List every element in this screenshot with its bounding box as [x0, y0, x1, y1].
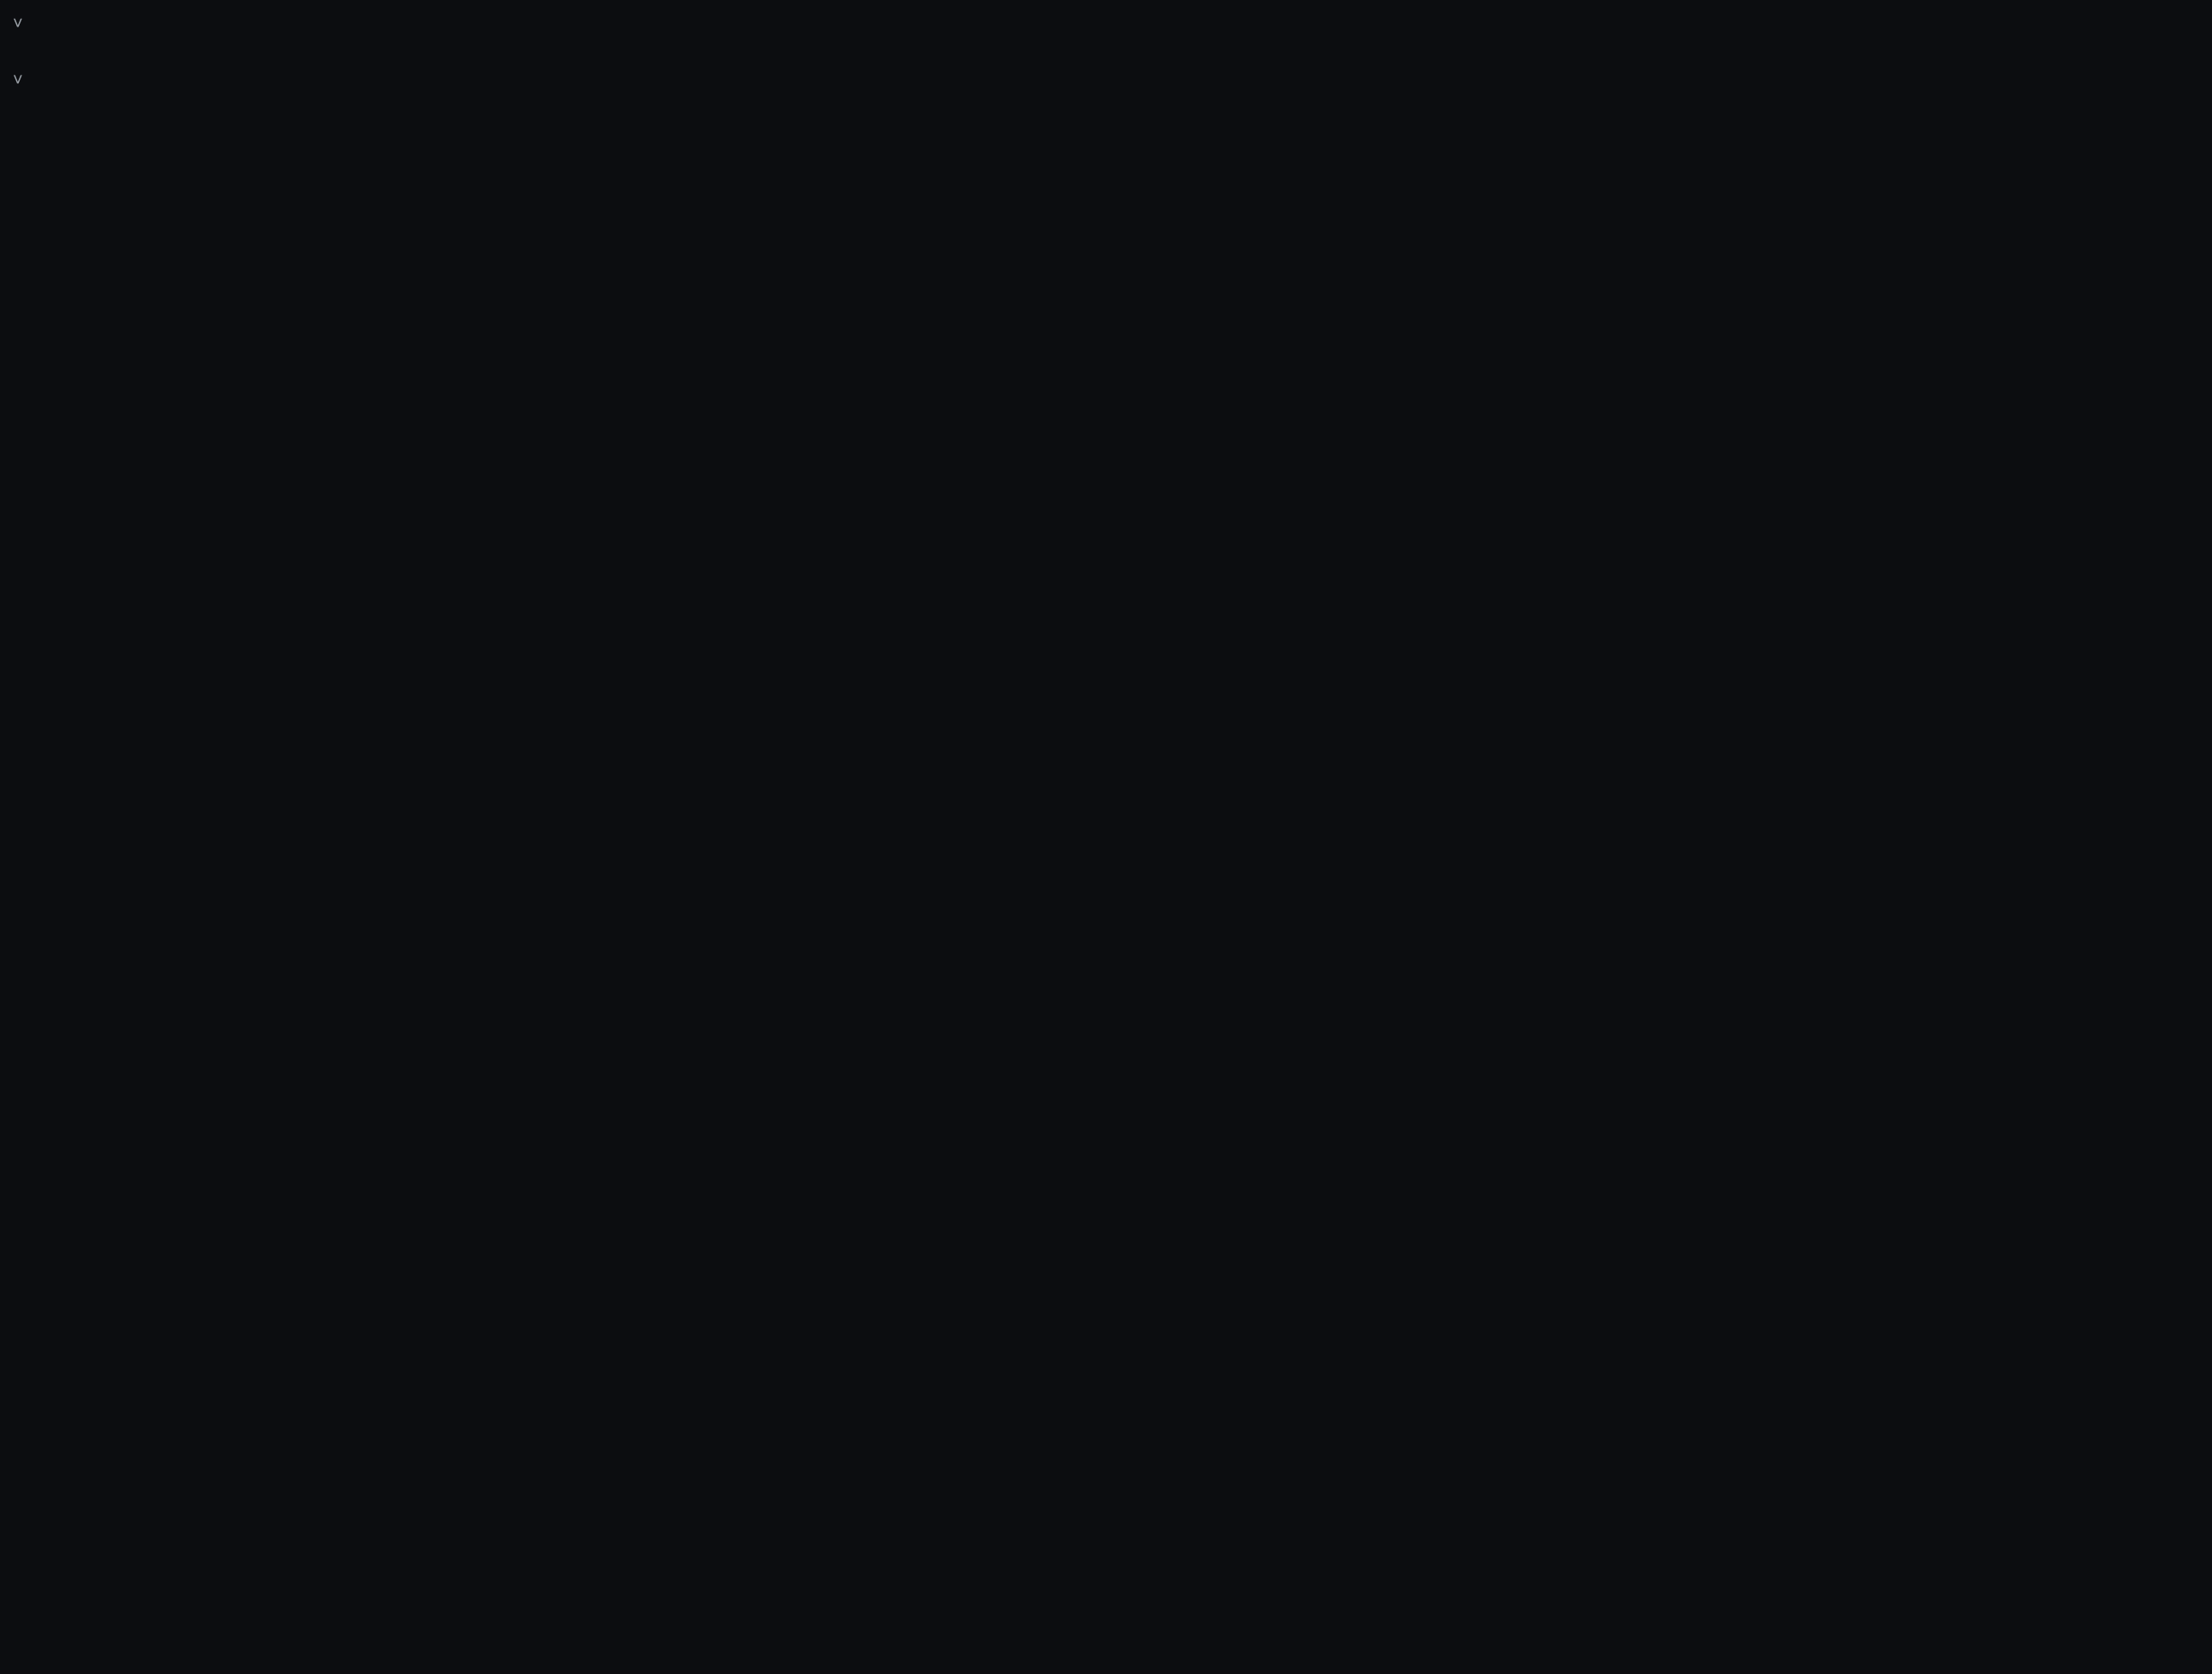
- dashboard: ˅ ˅: [0, 0, 2212, 114]
- chevron-down-icon: ˅: [13, 15, 23, 33]
- row-header-jibri[interactable]: ˅: [13, 63, 2201, 98]
- row-header-jitsi[interactable]: ˅: [13, 7, 2201, 41]
- chevron-down-icon: ˅: [13, 71, 23, 90]
